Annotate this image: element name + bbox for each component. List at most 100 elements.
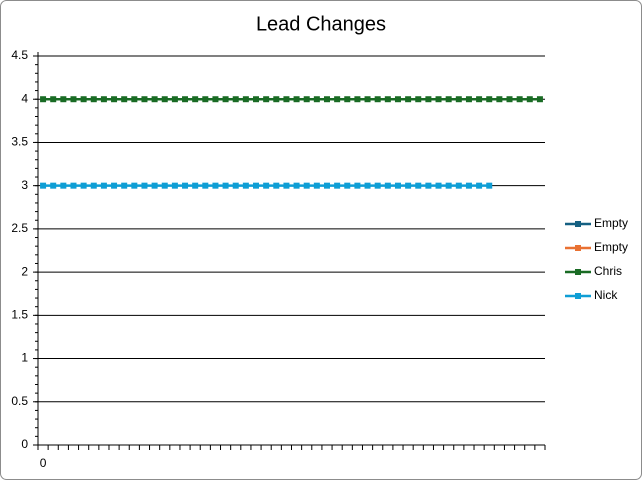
marker bbox=[192, 182, 199, 189]
marker bbox=[536, 96, 543, 103]
marker bbox=[293, 182, 300, 189]
marker bbox=[516, 96, 523, 103]
marker bbox=[455, 182, 462, 189]
marker bbox=[445, 182, 452, 189]
marker bbox=[435, 182, 442, 189]
marker bbox=[364, 96, 371, 103]
marker bbox=[283, 182, 290, 189]
y-tick-label: 0 bbox=[21, 437, 28, 451]
marker bbox=[80, 96, 87, 103]
marker bbox=[70, 96, 77, 103]
marker bbox=[212, 96, 219, 103]
marker bbox=[425, 182, 432, 189]
marker bbox=[90, 182, 97, 189]
marker bbox=[354, 96, 361, 103]
marker bbox=[313, 182, 320, 189]
marker bbox=[273, 96, 280, 103]
marker bbox=[445, 96, 452, 103]
y-tick-label: 4 bbox=[21, 91, 28, 105]
marker bbox=[263, 182, 270, 189]
marker bbox=[111, 96, 118, 103]
marker bbox=[182, 182, 189, 189]
marker bbox=[415, 96, 422, 103]
marker bbox=[202, 182, 209, 189]
marker bbox=[253, 182, 260, 189]
marker bbox=[526, 96, 533, 103]
marker bbox=[334, 96, 341, 103]
marker bbox=[374, 96, 381, 103]
legend-label: Nick bbox=[594, 288, 618, 302]
marker bbox=[80, 182, 87, 189]
marker bbox=[60, 182, 67, 189]
marker bbox=[394, 96, 401, 103]
marker bbox=[60, 96, 67, 103]
marker bbox=[161, 182, 168, 189]
marker bbox=[344, 182, 351, 189]
marker bbox=[242, 96, 249, 103]
legend-marker bbox=[575, 221, 581, 227]
y-tick-label: 2.5 bbox=[11, 221, 28, 235]
marker bbox=[425, 96, 432, 103]
y-tick-label: 3.5 bbox=[11, 135, 28, 149]
marker bbox=[455, 96, 462, 103]
marker bbox=[465, 182, 472, 189]
marker bbox=[242, 182, 249, 189]
x-tick-label: 0 bbox=[40, 456, 47, 470]
marker bbox=[222, 182, 229, 189]
marker bbox=[141, 96, 148, 103]
marker bbox=[344, 96, 351, 103]
marker bbox=[70, 182, 77, 189]
legend-marker bbox=[575, 245, 581, 251]
marker bbox=[384, 96, 391, 103]
legend-marker bbox=[575, 293, 581, 299]
marker bbox=[435, 96, 442, 103]
y-tick-label: 2 bbox=[21, 264, 28, 278]
marker bbox=[323, 96, 330, 103]
marker bbox=[394, 182, 401, 189]
marker bbox=[182, 96, 189, 103]
marker bbox=[111, 182, 118, 189]
marker bbox=[506, 96, 513, 103]
y-tick-label: 4.5 bbox=[11, 48, 28, 62]
marker bbox=[131, 96, 138, 103]
marker bbox=[131, 182, 138, 189]
y-tick-label: 1 bbox=[21, 351, 28, 365]
marker bbox=[374, 182, 381, 189]
marker bbox=[405, 182, 412, 189]
marker bbox=[334, 182, 341, 189]
marker bbox=[323, 182, 330, 189]
marker bbox=[171, 96, 178, 103]
legend-label: Chris bbox=[594, 264, 622, 278]
marker bbox=[100, 182, 107, 189]
marker bbox=[476, 182, 483, 189]
marker bbox=[151, 96, 158, 103]
marker bbox=[202, 96, 209, 103]
marker bbox=[384, 182, 391, 189]
marker bbox=[141, 182, 148, 189]
marker bbox=[303, 96, 310, 103]
marker bbox=[253, 96, 260, 103]
marker bbox=[354, 182, 361, 189]
y-tick-label: 3 bbox=[21, 178, 28, 192]
marker bbox=[405, 96, 412, 103]
marker bbox=[222, 96, 229, 103]
y-tick-label: 1.5 bbox=[11, 308, 28, 322]
marker bbox=[465, 96, 472, 103]
chart-title: Lead Changes bbox=[256, 13, 386, 35]
marker bbox=[313, 96, 320, 103]
marker bbox=[100, 96, 107, 103]
marker bbox=[161, 96, 168, 103]
marker bbox=[90, 96, 97, 103]
marker bbox=[283, 96, 290, 103]
marker bbox=[232, 182, 239, 189]
marker bbox=[496, 96, 503, 103]
marker bbox=[40, 182, 47, 189]
marker bbox=[192, 96, 199, 103]
marker bbox=[232, 96, 239, 103]
marker bbox=[293, 96, 300, 103]
legend-label: Empty bbox=[594, 240, 628, 254]
marker bbox=[415, 182, 422, 189]
marker bbox=[263, 96, 270, 103]
